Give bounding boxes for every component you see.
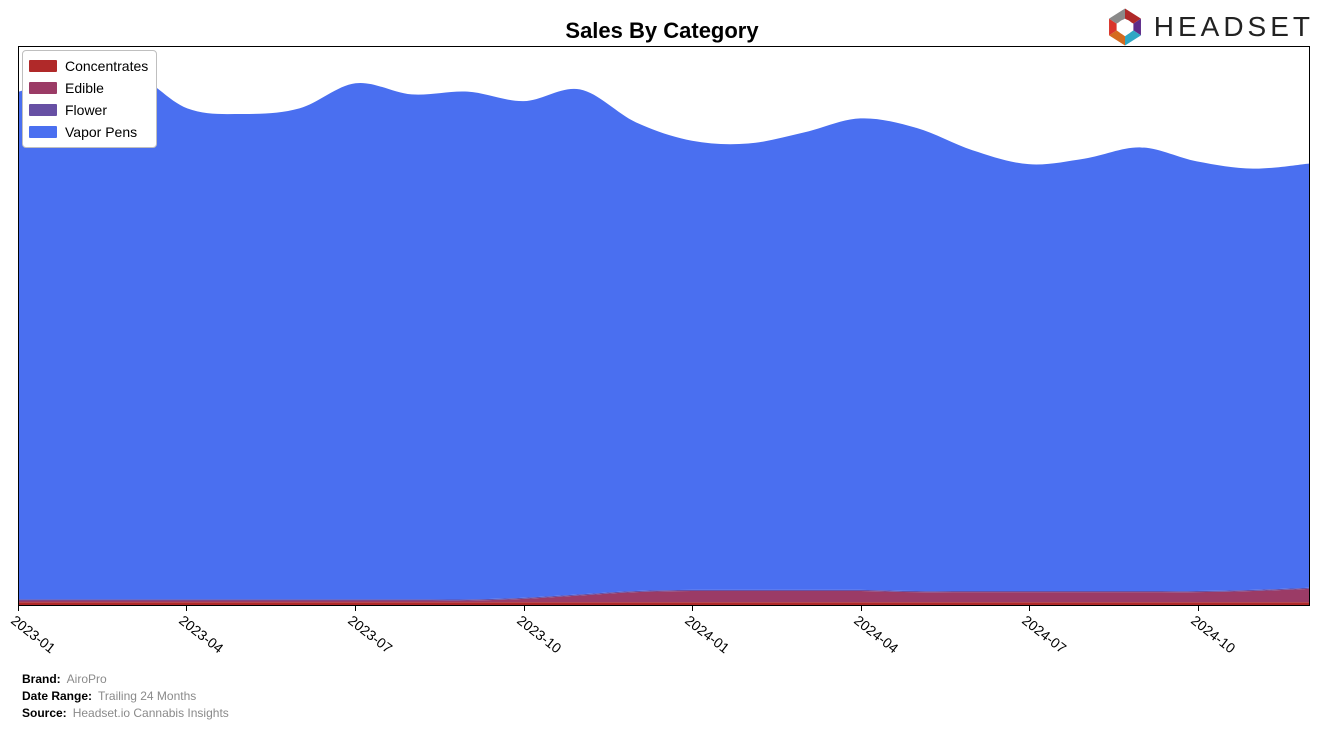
- xtick-label: 2024-01: [682, 612, 732, 656]
- area-chart: ConcentratesEdibleFlowerVapor Pens: [18, 46, 1310, 606]
- footer-date-range-val: Trailing 24 Months: [98, 688, 196, 705]
- xtick-label: 2023-07: [345, 612, 395, 656]
- xtick-mark: [186, 606, 187, 611]
- chart-title: Sales By Category: [565, 18, 758, 44]
- headset-logo: HEADSET: [1104, 6, 1314, 48]
- footer-brand: Brand: AiroPro: [22, 671, 229, 688]
- xtick-label: 2023-04: [177, 612, 227, 656]
- footer-date-range: Date Range: Trailing 24 Months: [22, 688, 229, 705]
- xtick-label: 2023-01: [8, 612, 58, 656]
- footer-brand-val: AiroPro: [67, 671, 107, 688]
- legend-swatch: [29, 82, 57, 94]
- legend-label: Edible: [65, 77, 104, 99]
- legend-swatch: [29, 104, 57, 116]
- area-concentrates: [19, 602, 1309, 605]
- footer-source-key: Source:: [22, 705, 67, 722]
- xtick-label: 2024-07: [1019, 612, 1069, 656]
- headset-logo-text: HEADSET: [1154, 11, 1314, 43]
- xtick-mark: [18, 606, 19, 611]
- legend-item-flower: Flower: [29, 99, 148, 121]
- chart-footer: Brand: AiroPro Date Range: Trailing 24 M…: [22, 671, 229, 722]
- area-vapor-pens: [19, 70, 1309, 600]
- xtick-mark: [524, 606, 525, 611]
- xtick-mark: [861, 606, 862, 611]
- xtick-label: 2024-10: [1188, 612, 1238, 656]
- xtick-mark: [1198, 606, 1199, 611]
- x-axis: 2023-012023-042023-072023-102024-012024-…: [18, 606, 1310, 676]
- legend: ConcentratesEdibleFlowerVapor Pens: [22, 50, 157, 148]
- xtick-label: 2024-04: [851, 612, 901, 656]
- legend-item-edible: Edible: [29, 77, 148, 99]
- footer-source-val: Headset.io Cannabis Insights: [73, 705, 229, 722]
- xtick-mark: [692, 606, 693, 611]
- headset-logo-icon: [1104, 6, 1146, 48]
- xtick-mark: [355, 606, 356, 611]
- legend-item-concentrates: Concentrates: [29, 55, 148, 77]
- legend-label: Concentrates: [65, 55, 148, 77]
- legend-label: Vapor Pens: [65, 121, 137, 143]
- footer-source: Source: Headset.io Cannabis Insights: [22, 705, 229, 722]
- xtick-label: 2023-10: [514, 612, 564, 656]
- legend-item-vapor-pens: Vapor Pens: [29, 121, 148, 143]
- legend-label: Flower: [65, 99, 107, 121]
- footer-date-range-key: Date Range:: [22, 688, 92, 705]
- legend-swatch: [29, 126, 57, 138]
- xtick-mark: [1029, 606, 1030, 611]
- legend-swatch: [29, 60, 57, 72]
- footer-brand-key: Brand:: [22, 671, 61, 688]
